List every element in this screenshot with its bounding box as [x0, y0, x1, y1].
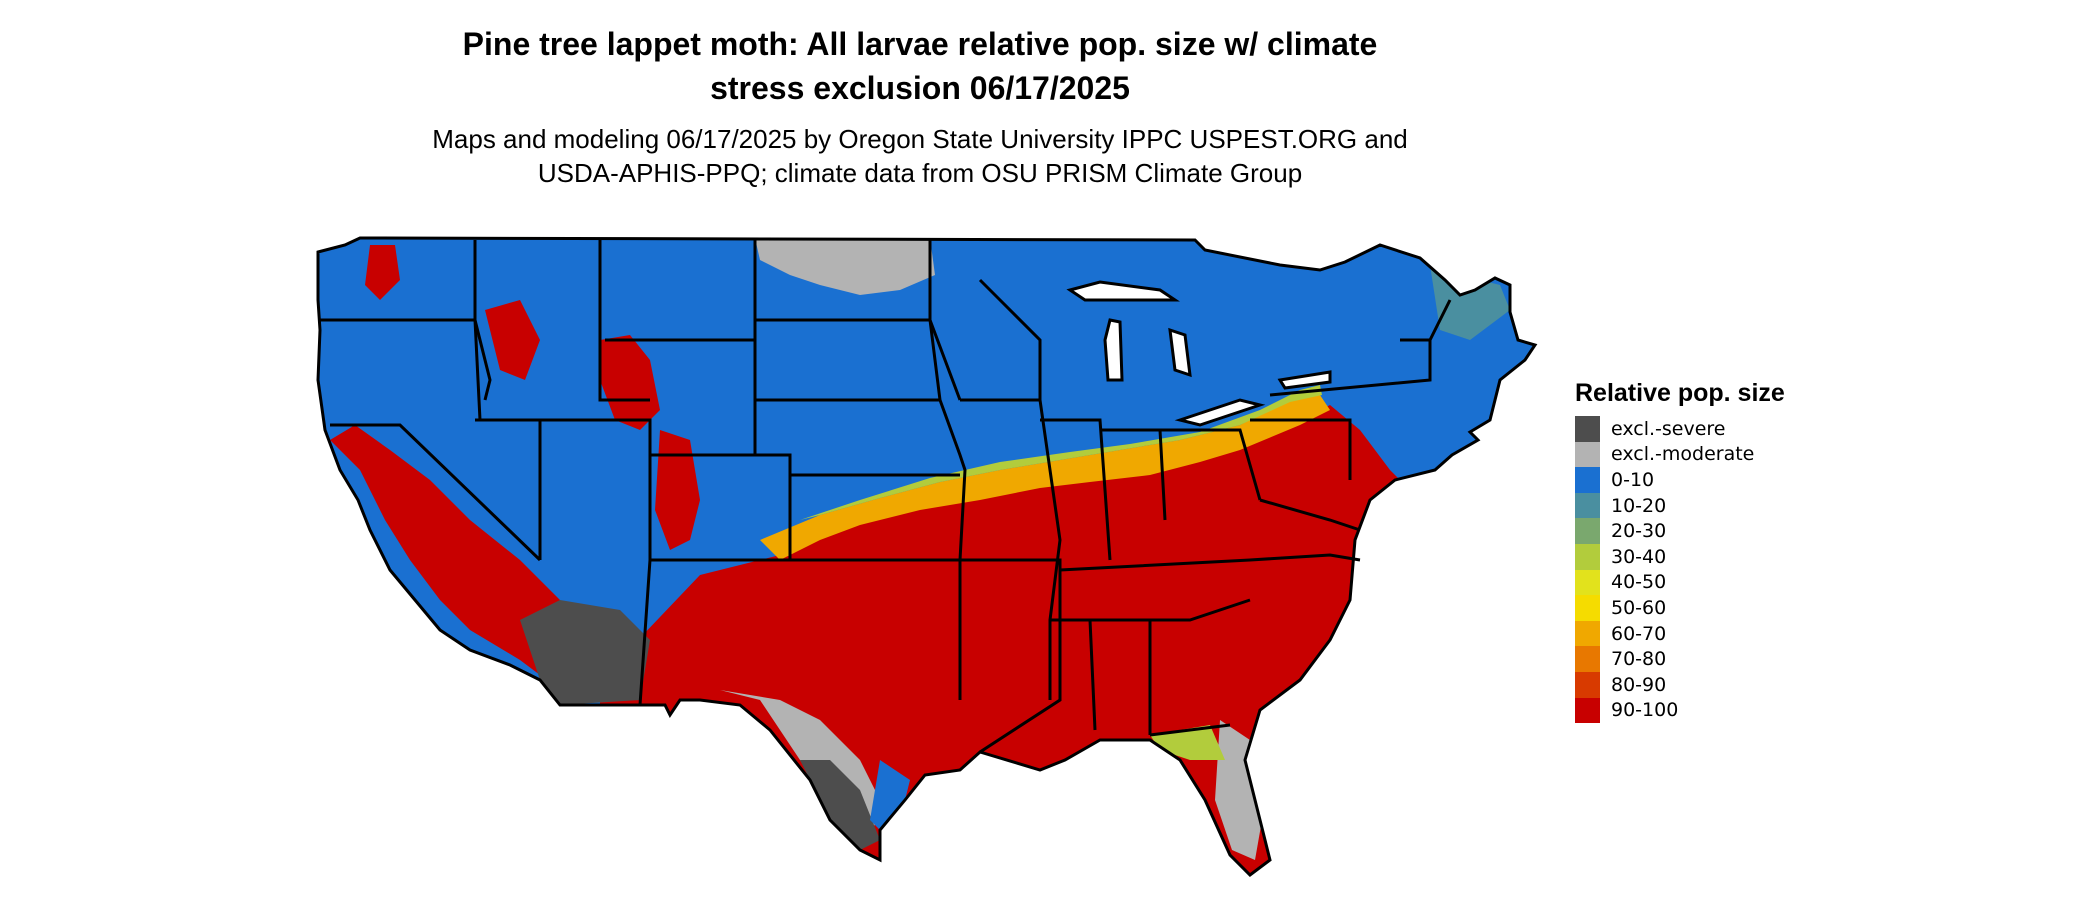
subtitle-line-2: USDA-APHIS-PPQ; climate data from OSU PR…	[537, 158, 1303, 188]
legend-label: 20-30	[1611, 520, 1667, 543]
legend-swatch	[1575, 646, 1600, 672]
legend-swatch	[1575, 518, 1600, 544]
mississippi-border	[1088, 619, 1097, 731]
us-population-map	[316, 236, 1537, 877]
legend-label: 80-90	[1611, 673, 1667, 696]
state-borders	[316, 236, 1537, 877]
legend-item: 0-10	[1575, 467, 1785, 493]
excluded-severe-texas	[800, 760, 880, 850]
legend-label: 30-40	[1611, 545, 1667, 568]
legend-label: excl.-moderate	[1611, 443, 1755, 466]
pennsylvania-border	[1250, 418, 1352, 480]
illinois-border	[1040, 418, 1112, 561]
colorado-border	[650, 453, 792, 562]
legend: Relative pop. size excl.-severe excl.-mod…	[1575, 378, 1785, 724]
map-data-layer	[330, 238, 1510, 875]
legend-swatch	[1575, 467, 1600, 493]
legend-label: 90-100	[1611, 699, 1679, 722]
lake-erie	[1174, 398, 1266, 427]
map-subtitle: Maps and modeling 06/17/2025 by Oregon S…	[370, 122, 1470, 190]
new-york-border	[1269, 340, 1432, 397]
legend-swatch	[1575, 492, 1600, 519]
legend-swatch	[1575, 671, 1600, 698]
legend-label: 10-20	[1611, 494, 1667, 517]
legend-label: 50-60	[1611, 596, 1667, 619]
legend-title: Relative pop. size	[1575, 379, 1785, 407]
high-pop-colorado	[655, 430, 700, 550]
ohio-border	[1160, 428, 1262, 501]
legend-item: 30-40	[1575, 543, 1785, 570]
low-pop-texas-coast	[870, 760, 910, 830]
mid-pop-band	[760, 395, 1330, 560]
subtitle-line-1: Maps and modeling 06/17/2025 by Oregon S…	[432, 124, 1408, 154]
high-pop-california	[330, 425, 560, 690]
dakota-border	[755, 318, 967, 561]
legend-swatch	[1575, 569, 1600, 596]
high-pop-idaho	[485, 300, 540, 380]
legend-items: excl.-severe excl.-moderate 0-10 10-20 20-30…	[1575, 416, 1785, 724]
legend-swatch	[1575, 697, 1600, 724]
legend-item: 10-20	[1575, 492, 1785, 519]
legend-swatch	[1575, 595, 1600, 621]
legend-item: excl.-moderate	[1575, 441, 1785, 468]
california-nevada-border	[330, 423, 542, 562]
legend-item: 40-50	[1575, 569, 1785, 596]
title-line-2: stress exclusion 06/17/2025	[710, 70, 1130, 106]
tennessee-border	[1059, 553, 1361, 572]
virginia-border	[1259, 498, 1361, 532]
wisconsin-border	[978, 278, 1042, 400]
utah-border	[475, 418, 652, 706]
legend-swatch	[1575, 543, 1600, 570]
legend-item: 70-80	[1575, 646, 1785, 672]
legend-label: 40-50	[1611, 571, 1667, 594]
legend-label: 70-80	[1611, 648, 1667, 671]
legend-item: 50-60	[1575, 595, 1785, 621]
legend-swatch	[1575, 416, 1600, 442]
florida-border	[1149, 723, 1231, 737]
legend-label: 0-10	[1611, 468, 1655, 491]
new-england-border	[1400, 299, 1452, 342]
minnesota-border	[928, 240, 962, 401]
iowa-missouri-border	[960, 398, 1062, 700]
excluded-severe-arizona	[520, 600, 650, 705]
lake-ontario	[1277, 370, 1332, 390]
lake-huron	[1168, 327, 1192, 378]
legend-label: 60-70	[1611, 622, 1667, 645]
excluded-moderate-north-dakota	[755, 238, 935, 295]
idaho-montana-border	[598, 240, 650, 402]
high-pop-wyoming	[600, 335, 660, 430]
lake-superior	[1066, 280, 1180, 302]
lake-michigan	[1103, 318, 1124, 382]
legend-item: 80-90	[1575, 671, 1785, 698]
legend-item: 90-100	[1575, 697, 1785, 724]
legend-swatch	[1575, 620, 1600, 647]
legend-swatch	[1575, 441, 1600, 468]
arkansas-border	[960, 558, 1062, 754]
map-title: Pine tree lappet moth: All larvae relati…	[420, 22, 1420, 110]
high-pop-washington	[365, 245, 400, 300]
oregon-border	[320, 318, 492, 401]
legend-label: excl.-severe	[1611, 417, 1726, 440]
great-lakes	[1066, 280, 1332, 427]
oklahoma-border	[790, 558, 962, 700]
legend-item: 60-70	[1575, 620, 1785, 647]
legend-item: 20-30	[1575, 518, 1785, 544]
legend-item: excl.-severe	[1575, 416, 1785, 442]
title-line-1: Pine tree lappet moth: All larvae relati…	[462, 26, 1378, 62]
